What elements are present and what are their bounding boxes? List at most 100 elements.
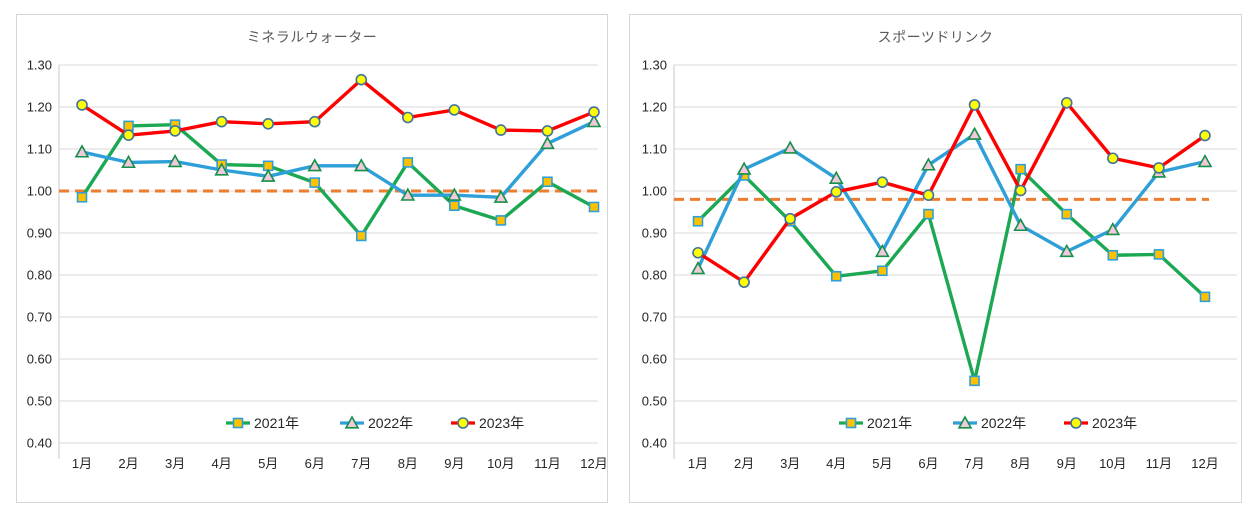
data-point-marker-triangle [1197, 153, 1213, 168]
chart-card-mineral-water: 1.30 1.20 1.10 1.00 0.90 0.80 0.70 0.60 0.50 0.40… [16, 14, 608, 503]
data-point-marker-triangle [828, 170, 844, 184]
series-line-2023年 [80, 77, 596, 137]
y-tick-label: 0.60 [27, 352, 52, 367]
data-point-marker-circle [355, 73, 368, 86]
x-tick-label: 8月 [1011, 456, 1031, 471]
legend-marker-triangle [957, 415, 973, 429]
x-tick-label: 11月 [1146, 456, 1173, 471]
y-tick-label: 0.70 [642, 310, 667, 325]
legend-marker-circle [457, 417, 469, 429]
data-point-marker-square [877, 265, 888, 277]
data-point-marker-circle [830, 186, 843, 198]
legend-label: 2022年 [981, 415, 1026, 431]
legend-item-2023年: 2023年 [1064, 415, 1137, 431]
series-line-2021年 [696, 167, 1207, 383]
data-point-marker-circle [1060, 97, 1073, 109]
x-tick-label: 4月 [212, 456, 232, 471]
data-point-marker-square [1061, 208, 1073, 220]
y-tick-label: 0.80 [27, 268, 52, 283]
data-point-marker-circle [876, 176, 889, 188]
data-point-marker-square [76, 192, 88, 203]
x-tick-label: 12月 [1191, 456, 1218, 471]
y-tick-label: 0.40 [642, 436, 667, 451]
data-point-marker-circle [784, 212, 796, 225]
data-point-marker-triangle [214, 162, 229, 176]
x-tick-label: 11月 [534, 456, 561, 471]
line-chart-sports-drink: 1.30 1.20 1.10 1.00 0.90 0.80 0.70 0.60 0.50 0.40… [642, 58, 1237, 471]
data-point-marker-triangle [260, 168, 276, 182]
legend: 2021年 2022年 2023年 [839, 415, 1137, 431]
legend-item-2022年: 2022年 [340, 415, 413, 431]
series-line-2021年 [80, 122, 596, 238]
x-axis-tick-labels: 1月 2月 3月 4月 5月 6月 7月 8月 9月 10月 11月 12月 [72, 456, 608, 471]
x-tick-label: 3月 [165, 456, 185, 471]
y-tick-label: 1.00 [642, 184, 667, 199]
x-tick-label: 8月 [398, 456, 418, 471]
data-point-marker-triangle [875, 243, 890, 258]
y-tick-label: 1.30 [27, 58, 52, 73]
data-point-marker-triangle [690, 261, 706, 275]
data-point-marker-circle [76, 99, 88, 111]
line-chart-mineral-water: 1.30 1.20 1.10 1.00 0.90 0.80 0.70 0.60 0.50 0.40… [27, 58, 608, 472]
series-2023年 [76, 73, 600, 141]
data-point-marker-triangle [121, 154, 136, 169]
legend-marker-triangle [344, 415, 360, 429]
data-point-marker-triangle [353, 158, 369, 172]
data-point-marker-circle [169, 125, 181, 137]
data-point-marker-triangle [586, 114, 602, 128]
legend-marker-circle [1070, 417, 1082, 429]
data-point-marker-circle [922, 189, 935, 201]
data-point-marker-square [923, 208, 934, 220]
data-point-marker-triangle [447, 187, 462, 201]
data-point-marker-square [123, 120, 134, 132]
data-point-marker-triangle [400, 187, 416, 201]
data-point-marker-triangle [1013, 217, 1028, 232]
data-point-marker-circle [588, 106, 600, 118]
data-point-marker-square [355, 230, 367, 242]
y-tick-label: 1.00 [27, 184, 52, 199]
legend: 2021年 2022年 2023年 [226, 415, 524, 431]
data-point-marker-circle [215, 115, 228, 128]
x-tick-label: 3月 [780, 456, 800, 471]
data-point-marker-triangle [493, 189, 509, 203]
legend-label: 2021年 [867, 415, 912, 431]
data-point-marker-circle [1153, 162, 1165, 174]
data-point-marker-square [542, 176, 553, 188]
data-point-marker-triangle [736, 161, 752, 175]
x-tick-label: 5月 [872, 456, 892, 471]
data-point-marker-triangle [782, 140, 798, 154]
x-axis-tick-labels: 1月 2月 3月 4月 5月 6月 7月 8月 9月 10月 11月 12月 [688, 456, 1219, 471]
data-point-marker-triangle [307, 158, 323, 172]
y-tick-label: 0.90 [27, 226, 52, 241]
y-tick-label: 0.50 [27, 394, 52, 409]
y-tick-label: 0.90 [642, 226, 667, 241]
y-tick-label: 0.50 [642, 394, 667, 409]
y-axis-tick-labels: 1.30 1.20 1.10 1.00 0.90 0.80 0.70 0.60 0.50 0.40 [27, 58, 52, 451]
data-point-marker-circle [402, 111, 414, 124]
data-point-marker-square [692, 215, 704, 227]
x-tick-label: 1月 [688, 456, 708, 471]
x-tick-label: 6月 [305, 456, 325, 471]
x-tick-label: 2月 [118, 456, 138, 471]
x-tick-label: 5月 [258, 456, 278, 471]
y-tick-label: 1.10 [27, 142, 52, 157]
data-point-marker-square [1015, 163, 1026, 175]
data-point-marker-square [588, 201, 600, 213]
data-point-marker-triangle [74, 144, 90, 158]
x-tick-label: 2月 [734, 456, 754, 471]
series-2022年 [74, 114, 602, 203]
data-point-marker-circle [448, 104, 461, 116]
data-point-marker-circle [692, 246, 704, 259]
x-tick-label: 7月 [964, 456, 984, 471]
series-2021年 [76, 119, 600, 242]
y-tick-label: 1.20 [27, 100, 52, 115]
data-point-marker-square [830, 270, 842, 282]
gridlines [59, 64, 598, 444]
y-tick-label: 0.60 [642, 352, 667, 367]
legend-marker-square [232, 417, 244, 429]
data-point-marker-square [1153, 249, 1165, 260]
y-tick-label: 1.10 [642, 142, 667, 157]
legend-marker-square [845, 417, 857, 429]
data-point-marker-triangle [167, 153, 183, 168]
data-point-marker-circle [1107, 152, 1119, 165]
